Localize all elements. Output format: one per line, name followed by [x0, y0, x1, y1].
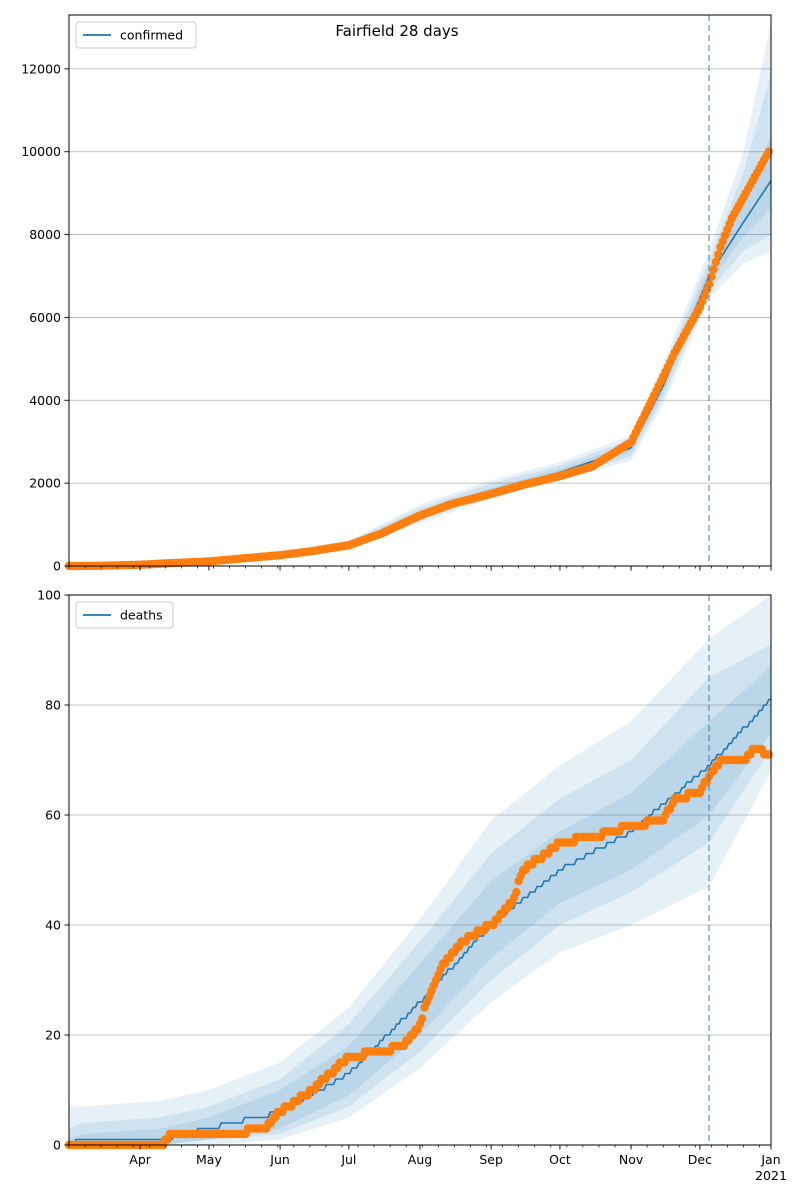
confirmed-legend-box	[75, 21, 197, 49]
confirmed-axes-border	[68, 14, 772, 567]
confirmed-plot-area	[69, 15, 771, 566]
deaths-x-year-label: 2021	[755, 1168, 787, 1183]
deaths-axes-border	[68, 594, 772, 1146]
confirmed-band-3	[69, 135, 771, 566]
deaths-plot-area	[69, 595, 771, 1145]
confirmed-y-tick-label: 10000	[21, 144, 61, 159]
confirmed-y-tick-label: 0	[53, 559, 61, 574]
deaths-x-tick-label: Oct	[549, 1152, 571, 1167]
deaths-uncertainty-bands	[69, 595, 771, 1145]
deaths-x-tick-label: Dec	[688, 1152, 712, 1167]
deaths-x-tick-label: Apr	[129, 1152, 151, 1167]
confirmed-observed-point	[704, 280, 714, 289]
deaths-observed-point	[764, 750, 773, 759]
confirmed-y-tick-label: 4000	[29, 393, 61, 408]
deaths-y-tick-label: 40	[45, 918, 61, 933]
figure-title: Fairfield 28 days	[335, 22, 458, 40]
deaths-band-2	[69, 644, 771, 1145]
confirmed-y-tick-label: 2000	[29, 476, 61, 491]
confirmed-legend: confirmed	[75, 21, 197, 49]
deaths-y-axis: 0 20 40 60 80 100	[37, 588, 69, 1153]
deaths-legend: deaths	[75, 601, 174, 629]
deaths-legend-label: deaths	[120, 608, 163, 623]
deaths-observed-point	[418, 1014, 427, 1023]
deaths-legend-box	[75, 601, 174, 629]
deaths-y-tick-label: 20	[45, 1028, 61, 1043]
deaths-band-1	[69, 595, 771, 1145]
deaths-y-tick-label: 100	[37, 588, 61, 603]
deaths-x-tick-label: May	[196, 1152, 222, 1167]
confirmed-uncertainty-bands	[69, 23, 771, 567]
deaths-x-tick-label: Jun	[269, 1152, 290, 1167]
deaths-y-tick-label: 60	[45, 808, 61, 823]
confirmed-observed-point	[711, 257, 721, 267]
confirmed-observed-point	[709, 265, 718, 274]
confirmed-observed-point	[764, 147, 773, 156]
deaths-observed-point	[512, 887, 521, 897]
deaths-x-tick-label: Jan	[760, 1152, 780, 1167]
deaths-y-tick-label: 0	[53, 1138, 61, 1153]
confirmed-y-axis: 0 2000 4000 6000 8000 10000 12000	[21, 61, 69, 574]
confirmed-y-tick-label: 12000	[21, 61, 61, 76]
deaths-x-tick-label: Jul	[340, 1152, 356, 1167]
confirmed-observed-point	[714, 250, 723, 259]
deaths-x-tick-label: Sep	[479, 1152, 503, 1167]
deaths-y-tick-label: 80	[45, 698, 61, 713]
confirmed-chart: 0 2000 4000 6000 8000 10000 12000 confirmed Fa…	[21, 14, 773, 574]
confirmed-legend-label: confirmed	[120, 28, 183, 43]
confirmed-y-tick-label: 8000	[29, 227, 61, 242]
confirmed-y-tick-label: 6000	[29, 310, 61, 325]
deaths-x-tick-label: Aug	[408, 1152, 432, 1167]
deaths-x-tick-label: Nov	[619, 1152, 644, 1167]
